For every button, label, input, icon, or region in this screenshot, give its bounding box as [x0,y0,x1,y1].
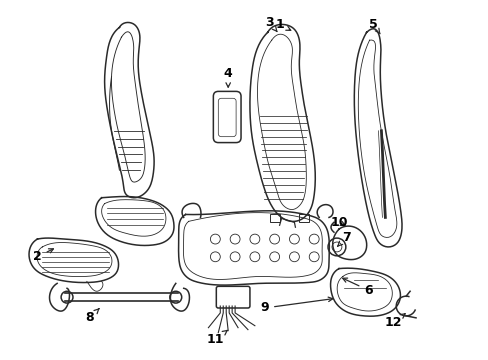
Text: 5: 5 [368,18,379,34]
Text: 4: 4 [224,67,232,87]
Text: 2: 2 [33,249,53,263]
Text: 11: 11 [206,330,227,346]
Text: 1: 1 [275,18,290,31]
Text: 3: 3 [265,16,276,32]
Text: 6: 6 [342,278,372,297]
Text: 7: 7 [337,231,350,246]
Bar [269,215,279,222]
Text: 8: 8 [85,309,99,324]
Text: 10: 10 [329,216,347,229]
Text: 9: 9 [260,297,332,315]
Text: 12: 12 [384,314,405,329]
Bar [299,215,308,222]
